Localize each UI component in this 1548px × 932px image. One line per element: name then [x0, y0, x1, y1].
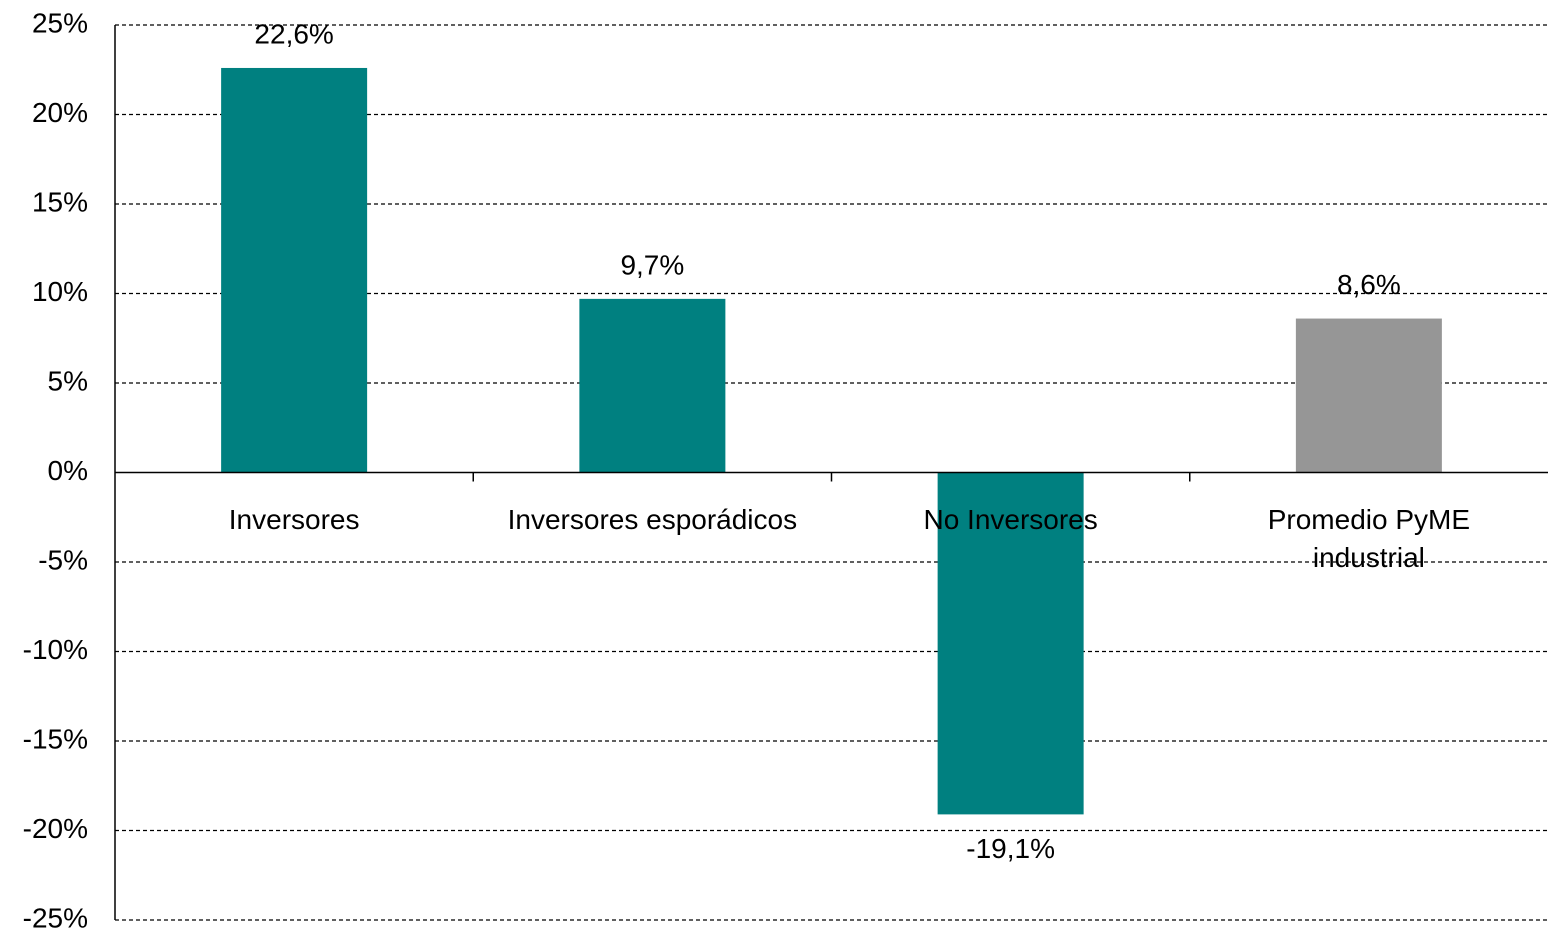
- y-tick-label: 0%: [48, 455, 88, 486]
- bar: [579, 298, 726, 473]
- bar: [1295, 318, 1442, 473]
- x-tick-label: Inversores esporádicos: [507, 503, 798, 535]
- value-label: 9,7%: [620, 249, 684, 280]
- y-tick-label: 10%: [32, 276, 88, 307]
- y-tick-label: -15%: [23, 723, 88, 754]
- value-label: -19,1%: [966, 833, 1055, 864]
- y-tick-label: 5%: [48, 365, 88, 396]
- y-tick-label: -5%: [38, 544, 88, 575]
- x-tick-label: Promedio PyME industrial: [1267, 503, 1471, 573]
- x-tick-label: No Inversores: [923, 503, 1098, 535]
- y-tick-label: -25%: [23, 902, 88, 932]
- value-label: 8,6%: [1337, 269, 1401, 300]
- y-tick-label: 25%: [32, 7, 88, 38]
- y-tick-label: -20%: [23, 813, 88, 844]
- y-tick-label: 15%: [32, 186, 88, 217]
- bar: [937, 472, 1084, 815]
- x-tick-label: Inversores: [228, 503, 360, 535]
- bar: [221, 67, 368, 473]
- value-label: 22,6%: [254, 18, 333, 49]
- y-tick-label: 20%: [32, 97, 88, 128]
- y-tick-label: -10%: [23, 634, 88, 665]
